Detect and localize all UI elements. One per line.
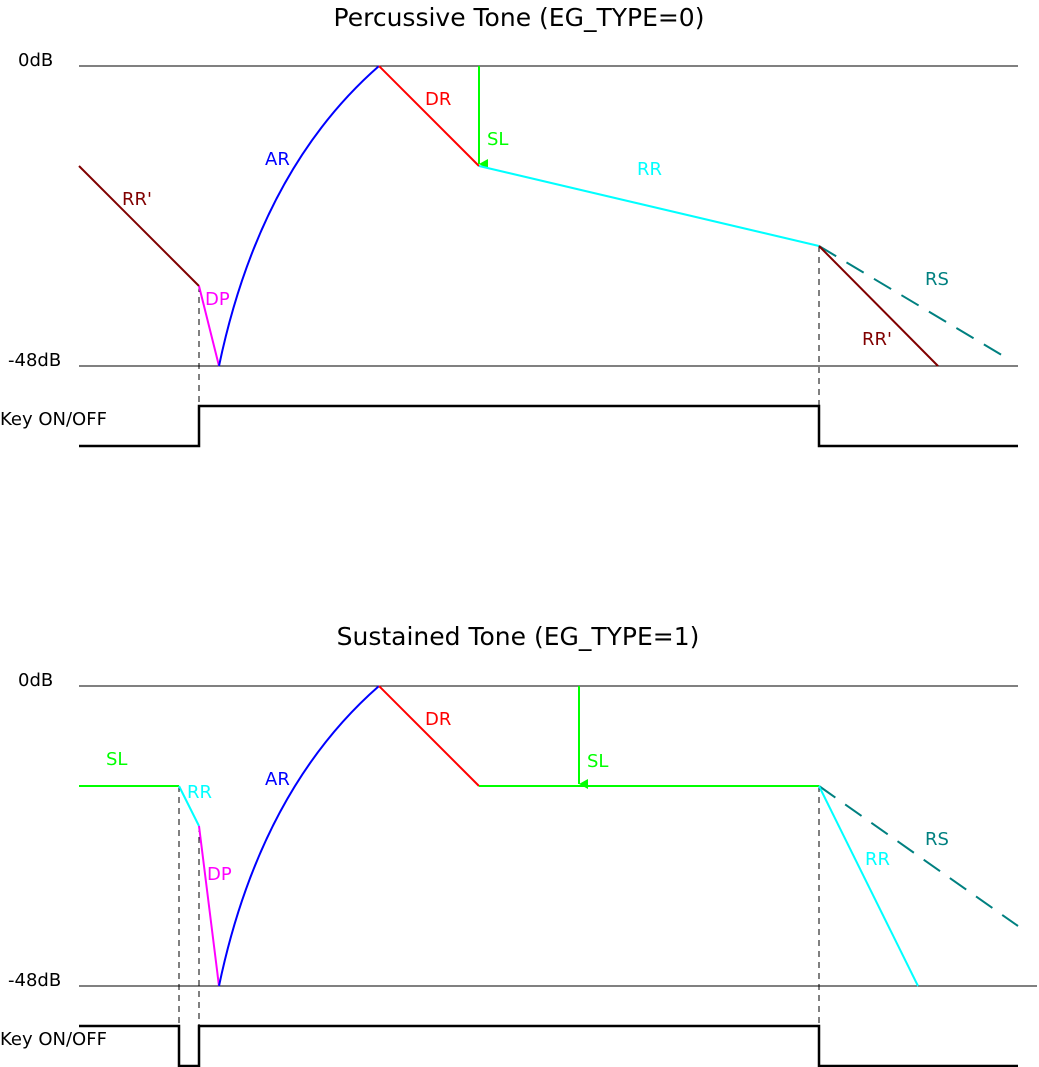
sustained-dp-label: DP [207,864,232,885]
percussive-key-label: Key ON/OFF [0,409,107,430]
percussive-rr-prime-left-label: RR' [122,189,152,210]
sustained-panel: Sustained Tone (EG_TYPE=1) 0dB -48dB Key… [0,622,1037,1067]
percussive-ar-curve [218,65,380,367]
percussive-rs-label: RS [925,269,949,290]
percussive-panel: Percussive Tone (EG_TYPE=0) 0dB -48dB Ke… [0,3,1018,448]
sustained-rr-label: RR [865,849,890,870]
sustained-ar-curve [218,685,380,987]
percussive-dp-label: DP [205,289,230,310]
percussive-title: Percussive Tone (EG_TYPE=0) [334,3,705,32]
sustained-ar-label: AR [265,769,290,790]
percussive-sl-label: SL [487,129,508,150]
sustained-key-label: Key ON/OFF [0,1029,107,1050]
percussive-dr-label: DR [425,89,451,110]
sustained-dr-segment [378,685,480,787]
sustained-rs-dashed [818,785,1019,927]
percussive-ar-label: AR [265,149,290,170]
percussive-dr-segment [378,65,480,167]
percussive-dp-segment [198,285,220,367]
sustained-rr-left-label: RR [187,782,212,803]
percussive-rr-prime-right-label: RR' [862,329,892,350]
sustained-rr-segment [818,785,919,987]
sustained-sl-label: SL [587,751,608,772]
sustained-rr-left-segment [178,785,200,827]
percussive-rs-dashed [818,245,1011,361]
percussive-rr-label: RR [637,159,662,180]
sustained-0db-label: 0dB [18,670,53,691]
sustained-dp-segment [198,825,220,987]
sustained-dr-label: DR [425,709,451,730]
sustained-title: Sustained Tone (EG_TYPE=1) [337,622,700,651]
sustained-key-waveform [79,1024,1018,1067]
percussive-rr-prime-left-segment [78,165,200,287]
sustained-48db-label: -48dB [8,970,61,991]
sustained-sl-left-label: SL [106,749,127,770]
percussive-rr-prime-right-segment [818,245,939,367]
percussive-0db-label: 0dB [18,50,53,71]
sustained-rs-label: RS [925,829,949,850]
percussive-rr-segment [478,165,820,247]
percussive-key-waveform [79,404,1018,448]
percussive-48db-label: -48dB [8,350,61,371]
